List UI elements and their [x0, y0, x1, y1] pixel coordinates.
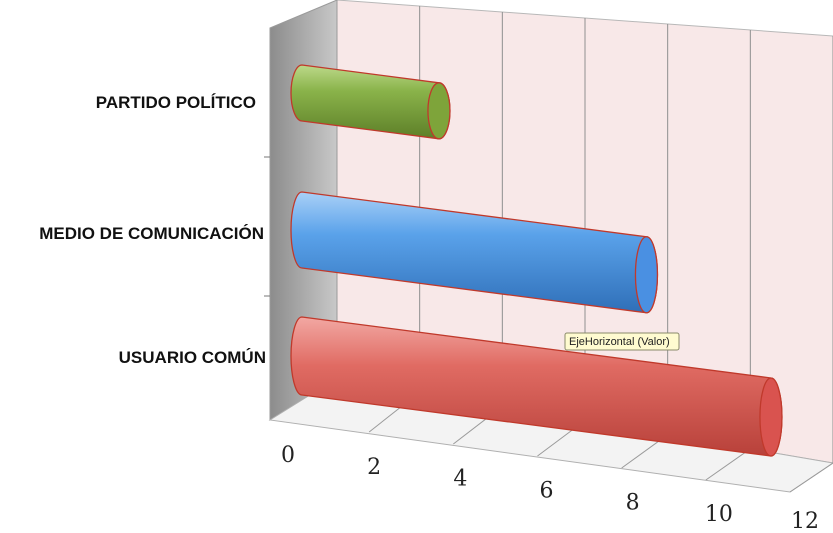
category-label: MEDIO DE COMUNICACIÓN: [39, 224, 264, 243]
bar-1: [290, 191, 659, 314]
x-tick-label: 4: [453, 467, 467, 492]
bar-end-cap: [634, 236, 659, 314]
category-axis-ticks: [264, 156, 270, 297]
bar-2: [290, 64, 451, 140]
tooltip-text: EjeHorizontal (Valor): [569, 336, 670, 348]
x-tick-label: 6: [540, 479, 554, 504]
x-tick-label: 8: [626, 490, 640, 515]
x-tick-label: 12: [791, 509, 819, 533]
tooltip: EjeHorizontal (Valor): [564, 332, 680, 351]
bar-end-cap: [759, 377, 783, 457]
x-tick-label: 0: [281, 443, 295, 468]
x-tick-label: 10: [705, 502, 733, 527]
gridline-floor: [705, 448, 751, 481]
gridline-floor: [789, 462, 833, 493]
category-labels: USUARIO COMÚN MEDIO DE COMUNICACIÓN PARTID…: [39, 93, 266, 367]
category-label: USUARIO COMÚN: [119, 348, 266, 367]
x-tick-label: 2: [367, 455, 381, 480]
bars: [290, 64, 783, 457]
bar-0: [290, 316, 783, 457]
x-axis-tick-labels: 0 2 4 6 8 10 12: [281, 443, 819, 533]
bar-end-cap: [427, 82, 451, 140]
category-label: PARTIDO POLÍTICO: [96, 93, 256, 112]
